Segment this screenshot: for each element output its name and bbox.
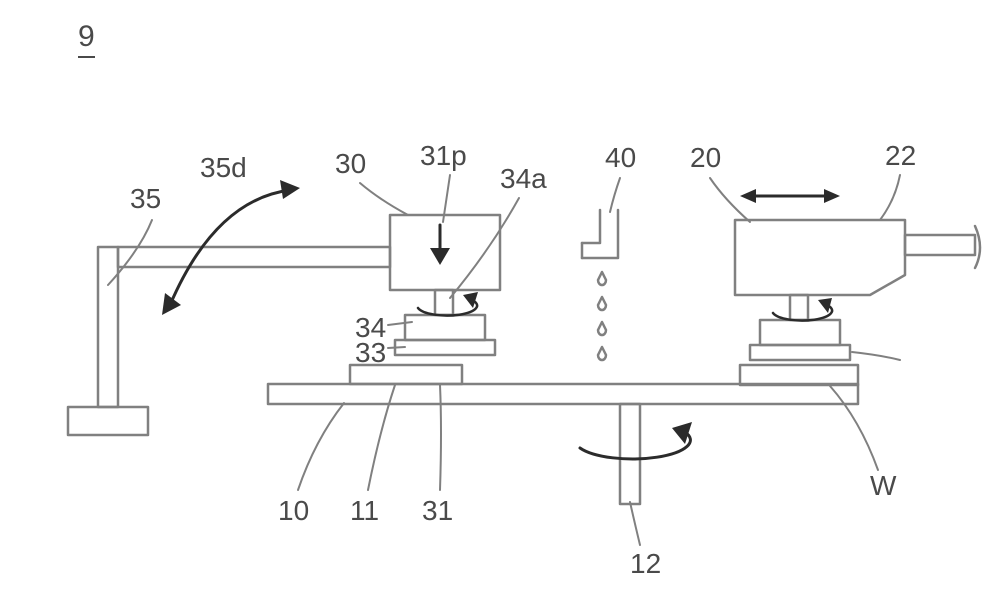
diagram-svg xyxy=(0,0,1000,616)
figure-canvas: 9 35 35d 30 31p 34a 40 20 22 34 33 10 11… xyxy=(0,0,1000,616)
